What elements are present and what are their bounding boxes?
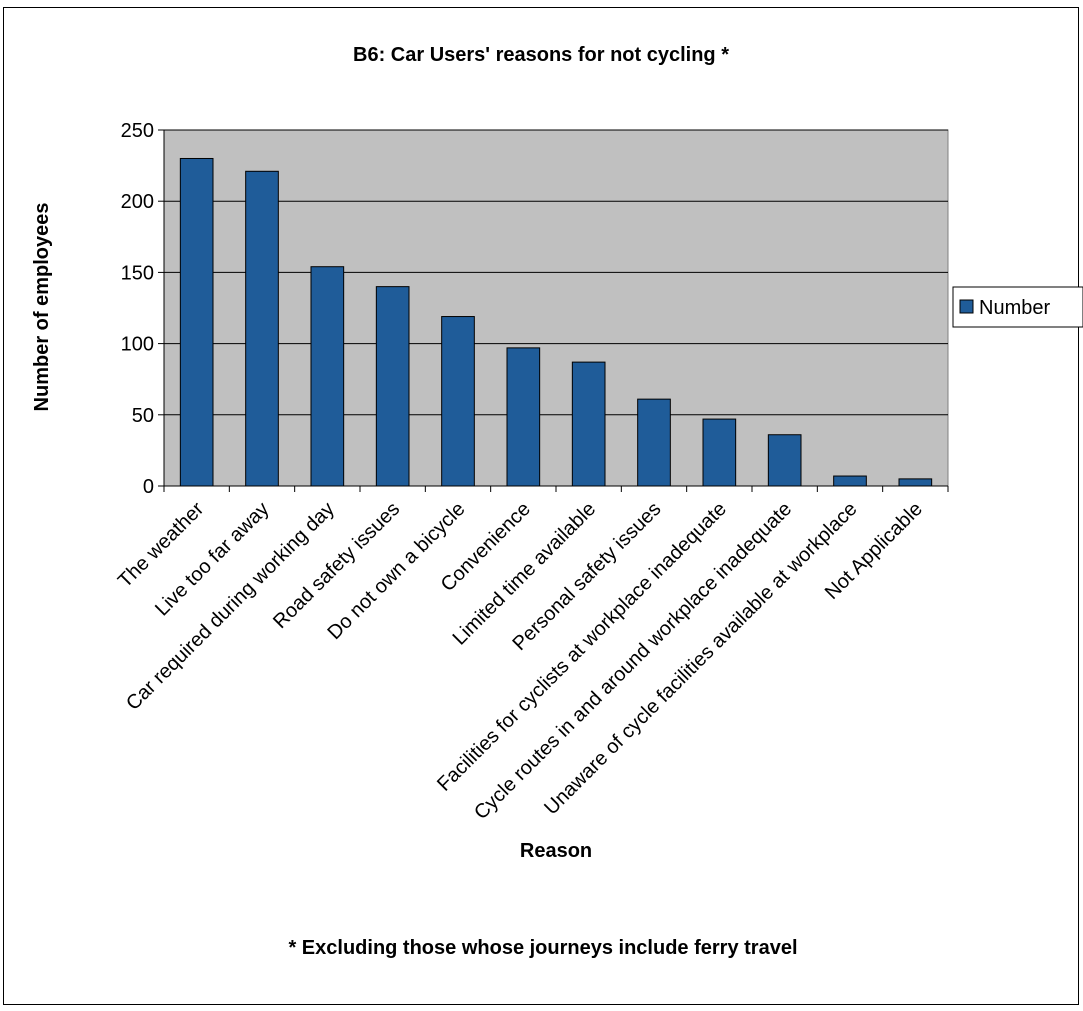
x-tick-label: Live too far away [151, 498, 273, 620]
footnote: * Excluding those whose journeys include… [288, 937, 797, 959]
y-tick-label: 50 [132, 405, 154, 427]
chart-title: B6: Car Users' reasons for not cycling * [353, 44, 729, 66]
y-tick-label: 150 [121, 262, 154, 284]
axes [158, 129, 949, 492]
bar [179, 157, 214, 487]
x-tick-label: Cycle routes in and around workplace ina… [470, 498, 796, 824]
y-tick-label: 0 [143, 476, 154, 498]
bar [898, 478, 933, 487]
bar [833, 475, 867, 487]
bar [310, 266, 345, 487]
y-axis-title: Number of employees [31, 203, 53, 412]
gridlines [164, 129, 948, 416]
legend-label: Number [979, 297, 1050, 319]
x-tick-label: Road safety issues [269, 498, 404, 633]
y-tick-label: 100 [121, 334, 154, 356]
bar [767, 434, 802, 487]
bar [571, 361, 606, 487]
x-axis-title: Reason [520, 840, 592, 862]
legend-box [952, 286, 1083, 328]
y-tick-label: 200 [121, 191, 154, 213]
plot-area [163, 129, 949, 487]
x-tick-label: Unaware of cycle facilities available at… [540, 498, 861, 819]
legend: Number [952, 286, 1083, 328]
y-tick-labels: 0 50 100 150 200 250 [121, 120, 154, 498]
bar [245, 170, 279, 487]
bars [179, 157, 933, 487]
y-tick-label: 250 [121, 120, 154, 142]
bar [506, 347, 541, 487]
bar [441, 316, 475, 487]
bar [637, 398, 671, 487]
bar [375, 286, 410, 487]
bar [702, 418, 737, 487]
legend-swatch [959, 299, 974, 314]
